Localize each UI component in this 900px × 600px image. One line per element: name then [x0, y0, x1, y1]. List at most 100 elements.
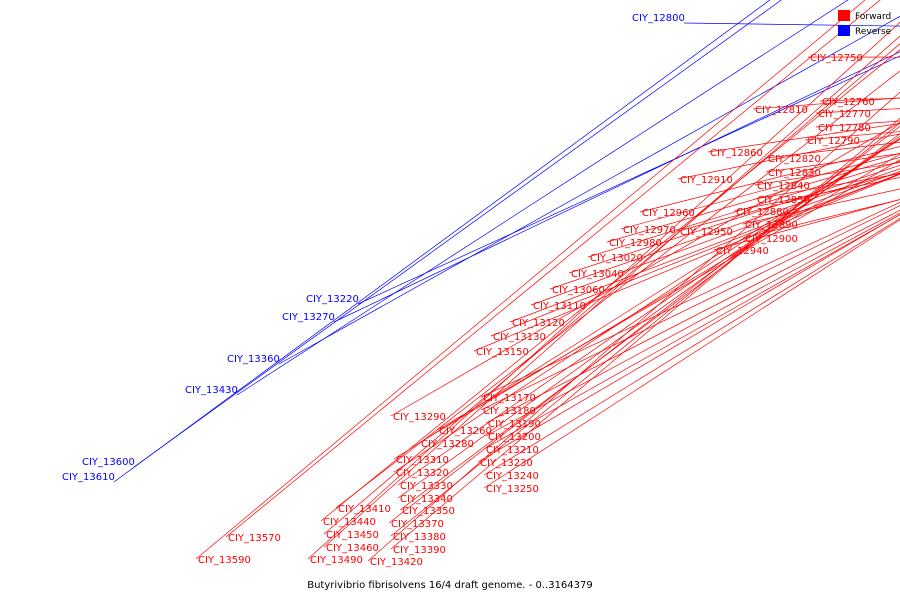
forward-gene-label: CIY_12980 [609, 238, 662, 249]
forward-gene-label: CIY_12790 [807, 136, 860, 147]
legend-forward-swatch [838, 10, 850, 21]
forward-gene-label: CIY_13350 [402, 506, 455, 517]
forward-gene-label: CIY_13210 [486, 445, 539, 456]
forward-gene-label: CIY_13130 [493, 332, 546, 343]
forward-gene-label: CIY_13200 [488, 432, 541, 443]
leader-line [485, 209, 900, 424]
leader-line [483, 214, 900, 450]
forward-gene-label: CIY_12760 [822, 97, 875, 108]
forward-gene-label: CIY_12850 [757, 195, 810, 206]
leader-line [418, 153, 900, 444]
leader-line [393, 137, 900, 473]
leader-line [195, 0, 866, 560]
leader-line [480, 201, 900, 398]
leader-line [388, 125, 900, 524]
leader-line [390, 122, 900, 417]
legend: Forward Reverse [838, 10, 892, 37]
leader-line [477, 214, 900, 463]
leader-line [490, 173, 900, 337]
forward-gene-label: CIY_12750 [810, 53, 863, 64]
leader-line [236, 0, 849, 396]
forward-gene-label: CIY_12910 [680, 175, 733, 186]
forward-gene-label: CIY_12950 [680, 227, 733, 238]
leader-line [357, 55, 900, 305]
leader-line [225, 0, 881, 538]
forward-gene-label: CIY_13570 [228, 533, 281, 544]
forward-gene-label: CIY_13290 [393, 412, 446, 423]
forward-gene-label: CIY_13590 [198, 555, 251, 566]
forward-gene-label: CIY_12890 [745, 220, 798, 231]
forward-gene-label: CIY_13040 [571, 269, 624, 280]
forward-gene-label: CIY_12780 [818, 123, 871, 134]
forward-gene-label: CIY_13370 [391, 519, 444, 530]
leader-line [530, 171, 900, 306]
forward-gene-label: CIY_12840 [757, 181, 810, 192]
forward-gene-label: CIY_13260 [439, 426, 492, 437]
forward-gene-label: CIY_12960 [642, 208, 695, 219]
forward-gene-label: CIY_13250 [486, 484, 539, 495]
forward-gene-label: CIY_13150 [476, 347, 529, 358]
leader-line [485, 212, 900, 437]
forward-gene-label: CIY_13440 [323, 517, 376, 528]
leader-line [323, 43, 900, 535]
forward-gene-label: CIY_13190 [488, 419, 541, 430]
forward-gene-label: CIY_12880 [736, 207, 789, 218]
leader-line [568, 164, 900, 274]
reverse-gene-label: CIY_13220 [306, 294, 359, 305]
label-leader-lines [113, 0, 900, 562]
leader-line [397, 137, 900, 486]
forward-gene-label: CIY_13230 [480, 458, 533, 469]
leader-line [480, 205, 900, 411]
forward-gene-label: CIY_12820 [768, 154, 821, 165]
legend-reverse-swatch [838, 25, 850, 36]
leader-line [639, 146, 900, 213]
leader-line [473, 173, 900, 352]
leader-line [367, 91, 900, 562]
leader-line [335, 70, 900, 509]
forward-gene-label: CIY_12770 [818, 109, 871, 120]
forward-gene-label: CIY_13380 [393, 532, 446, 543]
leader-line [333, 51, 900, 323]
reverse-gene-label: CIY_13610 [62, 472, 115, 483]
leader-line [707, 123, 900, 153]
forward-gene-label: CIY_13420 [370, 557, 423, 568]
leader-line [133, 0, 782, 468]
leader-line [307, 21, 900, 560]
forward-gene-label: CIY_13490 [310, 555, 363, 566]
forward-gene-label: CIY_13020 [590, 253, 643, 264]
leader-line [399, 133, 900, 511]
forward-gene-label: CIY_13240 [486, 471, 539, 482]
reverse-gene-label: CIY_12800 [632, 13, 685, 24]
leader-line [390, 117, 900, 550]
forward-gene-label: CIY_13410 [338, 504, 391, 515]
forward-gene-label: CIY_12830 [768, 168, 821, 179]
forward-gene-label: CIY_13330 [400, 481, 453, 492]
gene-labels: CIY_12800 CIY_13220 CIY_13270 CIY_13360 CIY_… [62, 13, 875, 568]
legend-forward-label: Forward [855, 12, 891, 22]
leader-line [620, 152, 900, 230]
leader-line [393, 138, 900, 460]
forward-gene-label: CIY_13340 [400, 494, 453, 505]
forward-gene-label: CIY_13170 [483, 393, 536, 404]
forward-gene-label: CIY_13450 [326, 530, 379, 541]
reverse-gene-label: CIY_13430 [185, 385, 238, 396]
leader-line [113, 0, 771, 483]
forward-gene-label: CIY_13180 [483, 406, 536, 417]
leader-line [397, 135, 900, 499]
forward-gene-label: CIY_13390 [393, 545, 446, 556]
forward-gene-label: CIY_13310 [396, 455, 449, 466]
forward-gene-label: CIY_13280 [421, 439, 474, 450]
reverse-gene-label: CIY_13360 [227, 354, 280, 365]
forward-gene-label: CIY_13120 [512, 318, 565, 329]
leader-line [436, 159, 900, 431]
leader-line [587, 160, 900, 258]
forward-gene-label: CIY_13320 [396, 468, 449, 479]
forward-gene-label: CIY_12970 [623, 225, 676, 236]
leader-line [483, 219, 900, 489]
leader-line [390, 122, 900, 537]
forward-gene-label: CIY_13460 [326, 543, 379, 554]
legend-reverse-label: Reverse [855, 27, 892, 37]
forward-gene-label: CIY_12810 [755, 105, 808, 116]
leader-line [323, 35, 900, 548]
